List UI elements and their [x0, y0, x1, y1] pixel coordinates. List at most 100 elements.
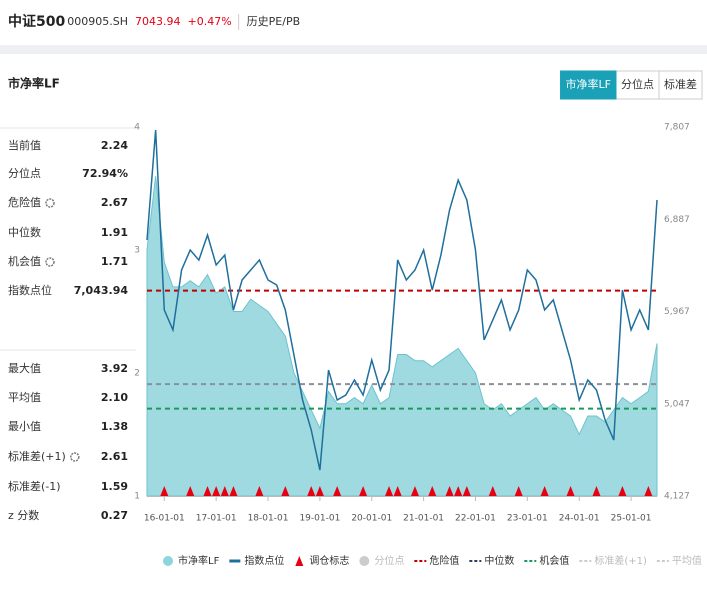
y2-tick-label: 6,887: [664, 215, 690, 225]
x-tick-label: 17-01-01: [196, 514, 237, 524]
stat-label: 危险值: [8, 195, 41, 209]
rebalance-marker: [160, 486, 169, 496]
stat-value: 1.59: [101, 480, 128, 493]
rebalance-marker: [540, 486, 549, 496]
rebalance-marker: [255, 486, 264, 496]
rebalance-marker: [454, 486, 463, 496]
x-tick-label: 18-01-01: [248, 514, 289, 524]
y2-tick-label: 7,807: [664, 123, 690, 133]
rebalance-marker: [359, 486, 368, 496]
y-tick-label: 3: [134, 246, 140, 256]
pb-area: [146, 176, 658, 497]
legend-label[interactable]: 机会值: [539, 554, 569, 567]
stat-label: 最小值: [8, 420, 41, 433]
settings-icon[interactable]: [70, 452, 80, 462]
index-name: 中证500: [8, 13, 65, 30]
rebalance-marker: [385, 486, 394, 496]
rebalance-marker: [220, 486, 229, 496]
rebalance-marker: [212, 486, 221, 496]
stat-label: 中位数: [8, 225, 41, 239]
y-tick-label: 4: [134, 123, 140, 133]
x-tick-label: 21-01-01: [403, 514, 444, 524]
rebalance-marker: [462, 486, 471, 496]
toggle-button[interactable]: [658, 70, 703, 100]
rebalance-marker: [203, 486, 212, 496]
rebalance-marker: [315, 486, 324, 496]
stat-value: 72.94%: [82, 167, 128, 180]
stat-label: 平均值: [8, 391, 41, 404]
y2-tick-label: 5,047: [664, 399, 690, 409]
toggle-button[interactable]: [560, 70, 617, 100]
toggle-button-label[interactable]: 标准差: [664, 77, 697, 91]
toggle-button-label[interactable]: 市净率LF: [566, 77, 611, 91]
stat-label: 最大值: [8, 361, 41, 375]
settings-icon[interactable]: [45, 257, 55, 267]
legend-label[interactable]: 标准差(+1): [594, 554, 647, 567]
rebalance-marker: [566, 486, 575, 496]
stat-value: 2.10: [101, 391, 128, 404]
legend-symbol[interactable]: [229, 559, 241, 563]
index-change: +0.47%: [187, 15, 231, 28]
legend-symbol[interactable]: [359, 556, 370, 566]
stat-label: 标准差(-1): [8, 479, 61, 493]
rebalance-marker: [393, 486, 402, 496]
x-tick-label: 19-01-01: [299, 514, 340, 524]
rebalance-marker: [186, 486, 195, 496]
rebalance-marker: [281, 486, 290, 496]
legend-label[interactable]: 调仓标志: [309, 554, 349, 567]
x-tick-label: 24-01-01: [559, 514, 600, 524]
stat-value: 3.92: [101, 362, 128, 375]
legend-label[interactable]: 分位点: [374, 554, 404, 567]
stat-label: 指数点位: [8, 283, 52, 297]
rebalance-marker: [488, 486, 497, 496]
rebalance-marker: [307, 486, 316, 496]
y-tick-label: 2: [134, 369, 140, 379]
index-line: [146, 129, 658, 471]
legend-label[interactable]: 指数点位: [244, 554, 284, 567]
stat-value: 1.71: [101, 255, 128, 268]
settings-icon[interactable]: [45, 198, 55, 208]
stat-label: 当前值: [8, 138, 41, 152]
panel: [0, 54, 707, 603]
x-tick-label: 23-01-01: [507, 514, 548, 524]
y-tick-label: 1: [134, 492, 140, 502]
y2-tick-label: 5,967: [664, 307, 690, 317]
index-code: 000905.SH: [67, 15, 128, 28]
toggle-button[interactable]: [615, 70, 660, 100]
stat-label: 分位点: [8, 166, 41, 180]
rebalance-marker: [445, 486, 454, 496]
x-tick-label: 22-01-01: [455, 514, 496, 524]
y2-tick-label: 4,127: [664, 492, 690, 502]
stat-value: 1.38: [101, 420, 128, 433]
legend-label[interactable]: 危险值: [429, 554, 459, 567]
rebalance-marker: [229, 486, 238, 496]
legend-label[interactable]: 市净率LF: [178, 554, 220, 567]
x-tick-label: 25-01-01: [611, 514, 652, 524]
x-tick-label: 20-01-01: [351, 514, 392, 524]
rebalance-marker: [410, 486, 419, 496]
stat-value: 1.91: [101, 226, 128, 239]
panel-title: 市净率LF: [8, 76, 60, 91]
tab[interactable]: 历史PE/PB: [247, 15, 300, 28]
stat-value: 0.27: [101, 509, 128, 522]
header-bar: [0, 0, 707, 45]
legend-symbol[interactable]: [295, 556, 304, 566]
rebalance-marker: [592, 486, 601, 496]
stat-label: z 分数: [8, 509, 39, 522]
rebalance-marker: [618, 486, 627, 496]
x-tick-label: 16-01-01: [144, 514, 185, 524]
legend-symbol[interactable]: [163, 556, 173, 566]
toggle-button-label[interactable]: 分位点: [621, 77, 654, 91]
stat-value: 2.67: [101, 196, 128, 209]
index-price: 7043.94: [135, 15, 181, 28]
stat-value: 2.61: [101, 450, 128, 463]
rebalance-marker: [644, 486, 653, 496]
rebalance-marker: [333, 486, 342, 496]
rebalance-marker: [514, 486, 523, 496]
legend-label[interactable]: 平均值: [672, 554, 702, 567]
legend-label[interactable]: 中位数: [484, 554, 514, 567]
stat-value: 2.24: [101, 139, 128, 152]
stat-value: 7,043.94: [74, 284, 129, 297]
